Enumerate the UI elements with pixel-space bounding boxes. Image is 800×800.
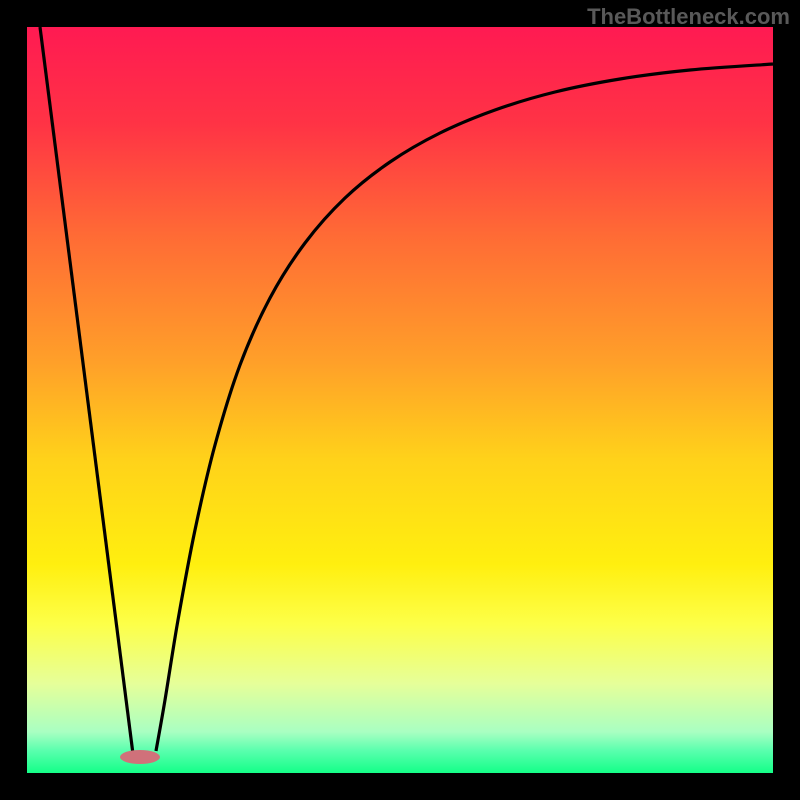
- chart-container: TheBottleneck.com: [0, 0, 800, 800]
- plot-area: [27, 27, 773, 773]
- bottleneck-chart: [0, 0, 800, 800]
- watermark-text: TheBottleneck.com: [587, 4, 790, 30]
- valley-marker: [120, 750, 160, 764]
